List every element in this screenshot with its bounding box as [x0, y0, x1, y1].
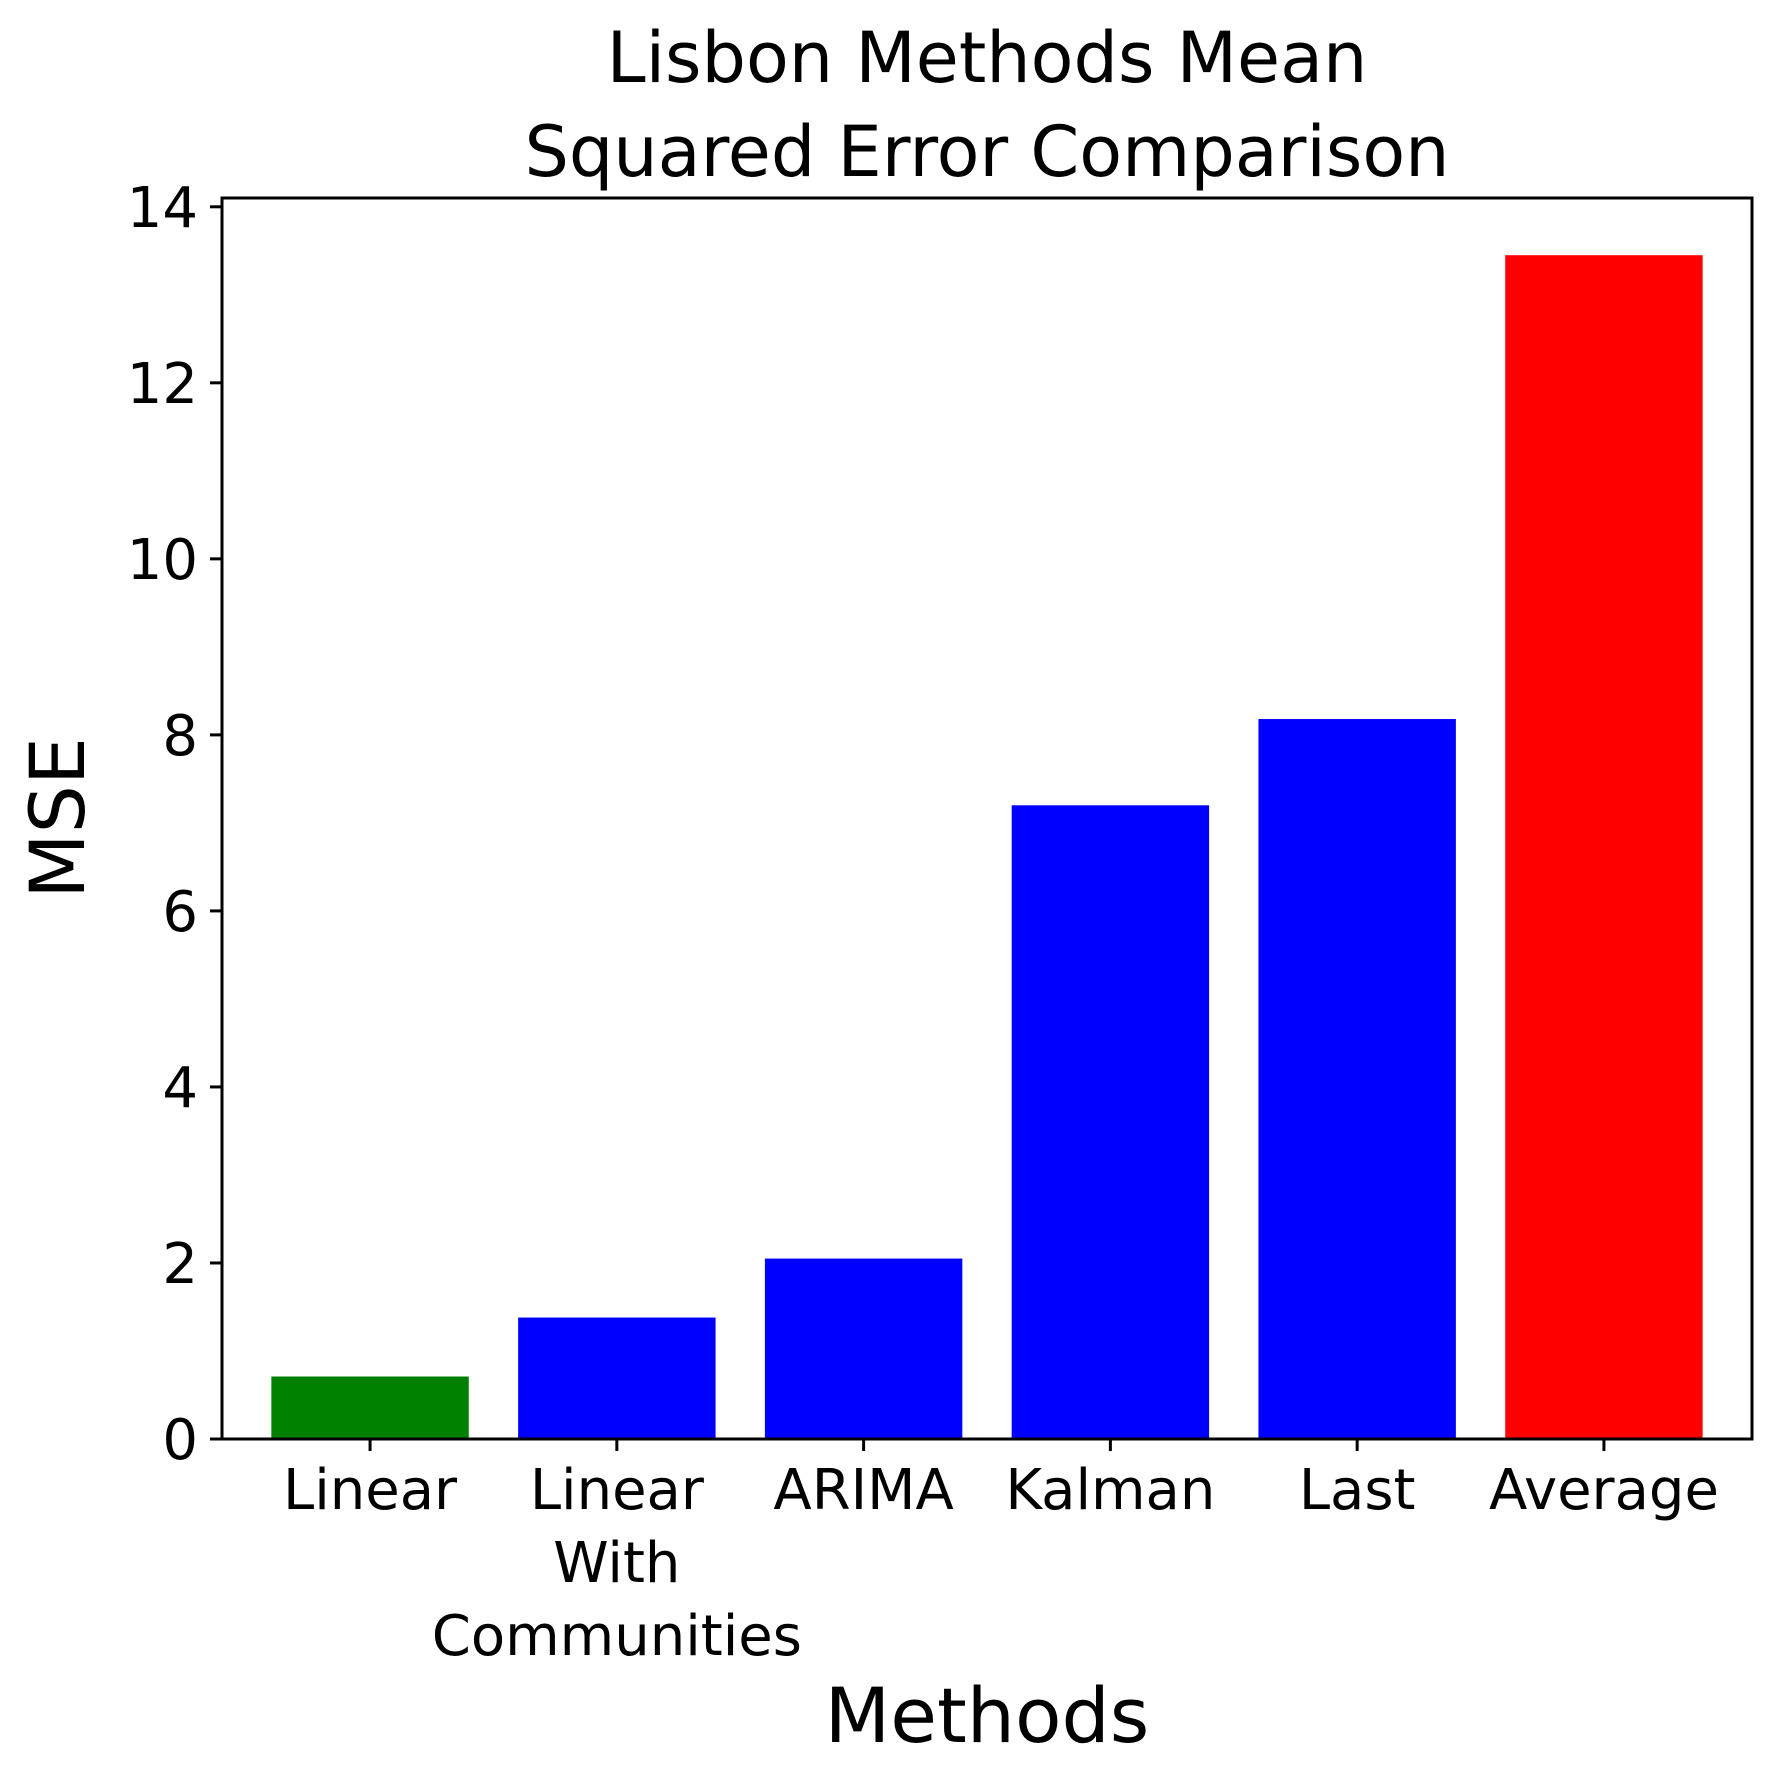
chart-title-line-1: Lisbon Methods Mean	[607, 17, 1368, 99]
y-tick-label: 6	[162, 880, 198, 945]
bar-5	[1505, 255, 1703, 1439]
x-axis-label: Methods	[825, 1671, 1150, 1760]
y-tick-label: 0	[162, 1408, 198, 1473]
x-tick-label: Kalman	[1005, 1458, 1215, 1523]
x-tick-label: With	[553, 1531, 680, 1596]
y-axis: 0 2 4 6 8 10 12 14	[127, 176, 222, 1473]
bar-1	[518, 1317, 716, 1439]
bar-4	[1258, 719, 1456, 1439]
y-tick-label: 8	[162, 704, 198, 769]
bar-2	[764, 1258, 963, 1439]
y-tick-label: 4	[162, 1056, 198, 1121]
y-tick-label: 2	[162, 1232, 198, 1297]
bar-3	[1011, 805, 1210, 1439]
x-tick-label: ARIMA	[773, 1458, 953, 1523]
y-tick-label: 10	[127, 528, 198, 593]
y-tick-label: 14	[127, 176, 198, 241]
x-tick-label: Communities	[432, 1604, 802, 1669]
chart-title-line-2: Squared Error Comparison	[524, 111, 1449, 193]
x-tick-label: Average	[1489, 1458, 1719, 1523]
bar-0	[271, 1376, 469, 1439]
plot-frame	[220, 196, 1754, 1441]
y-tick-label: 12	[127, 352, 198, 417]
x-tick-label: Linear	[530, 1458, 705, 1523]
y-axis-label: MSE	[13, 737, 102, 899]
bars-layer	[271, 255, 1703, 1439]
x-tick-label: Linear	[283, 1458, 458, 1523]
x-axis: Linear Linear With Communities ARIMA Kalman La…	[283, 1439, 1719, 1669]
x-tick-label: Last	[1299, 1458, 1416, 1523]
